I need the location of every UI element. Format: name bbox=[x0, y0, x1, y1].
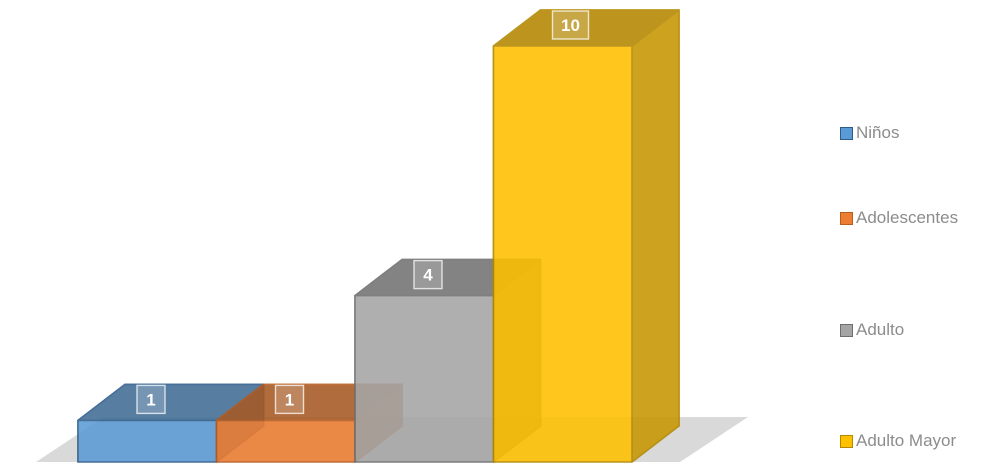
legend-label-ninos: Niños bbox=[856, 123, 900, 142]
data-label-adulto: 4 bbox=[413, 259, 443, 290]
legend-label-adolescentes: Adolescentes bbox=[856, 208, 959, 227]
legend-item-adolescentes: Adolescentes bbox=[840, 208, 958, 228]
bar-front-adulto-mayor bbox=[492, 45, 633, 463]
data-label-adulto-mayor: 10 bbox=[551, 10, 590, 40]
data-label-text-adulto-mayor: 10 bbox=[561, 16, 580, 35]
legend-swatch-ninos bbox=[840, 126, 853, 140]
data-label-box-adulto bbox=[413, 259, 443, 290]
chart-canvas: 1 1 4 10 bbox=[36, 9, 748, 463]
data-label-box-adulto-mayor bbox=[551, 10, 590, 40]
bar-front-ninos bbox=[77, 419, 218, 463]
data-label-ninos: 1 bbox=[136, 384, 166, 415]
data-label-adolescentes: 1 bbox=[274, 384, 305, 415]
bar-front-adulto bbox=[354, 294, 495, 463]
data-label-box-ninos bbox=[136, 384, 166, 415]
legend-swatch-adolescentes bbox=[840, 211, 853, 225]
legend-swatch-adulto-mayor bbox=[840, 434, 853, 448]
legend-item-ninos: Niños bbox=[840, 123, 899, 143]
data-labels-group: 1 1 4 10 bbox=[136, 10, 590, 415]
legend-label-adulto: Adulto bbox=[856, 320, 905, 339]
bars-group bbox=[77, 9, 680, 463]
data-label-text-adulto: 4 bbox=[423, 266, 433, 285]
bar-side-adulto-mayor bbox=[631, 9, 680, 463]
data-label-box-adolescentes bbox=[274, 384, 305, 415]
legend-item-adulto-mayor: Adulto Mayor bbox=[840, 431, 956, 451]
bar-adulto-mayor bbox=[492, 9, 680, 463]
bar-front-adolescentes bbox=[215, 419, 356, 463]
data-label-text-ninos: 1 bbox=[146, 390, 155, 409]
data-label-text-adolescentes: 1 bbox=[285, 390, 294, 409]
legend-item-adulto: Adulto bbox=[840, 320, 904, 340]
legend-label-adulto-mayor: Adulto Mayor bbox=[856, 431, 957, 450]
legend-swatch-adulto bbox=[840, 323, 853, 337]
legend: Niños Adolescentes Adulto Adulto Mayor bbox=[840, 0, 1000, 473]
